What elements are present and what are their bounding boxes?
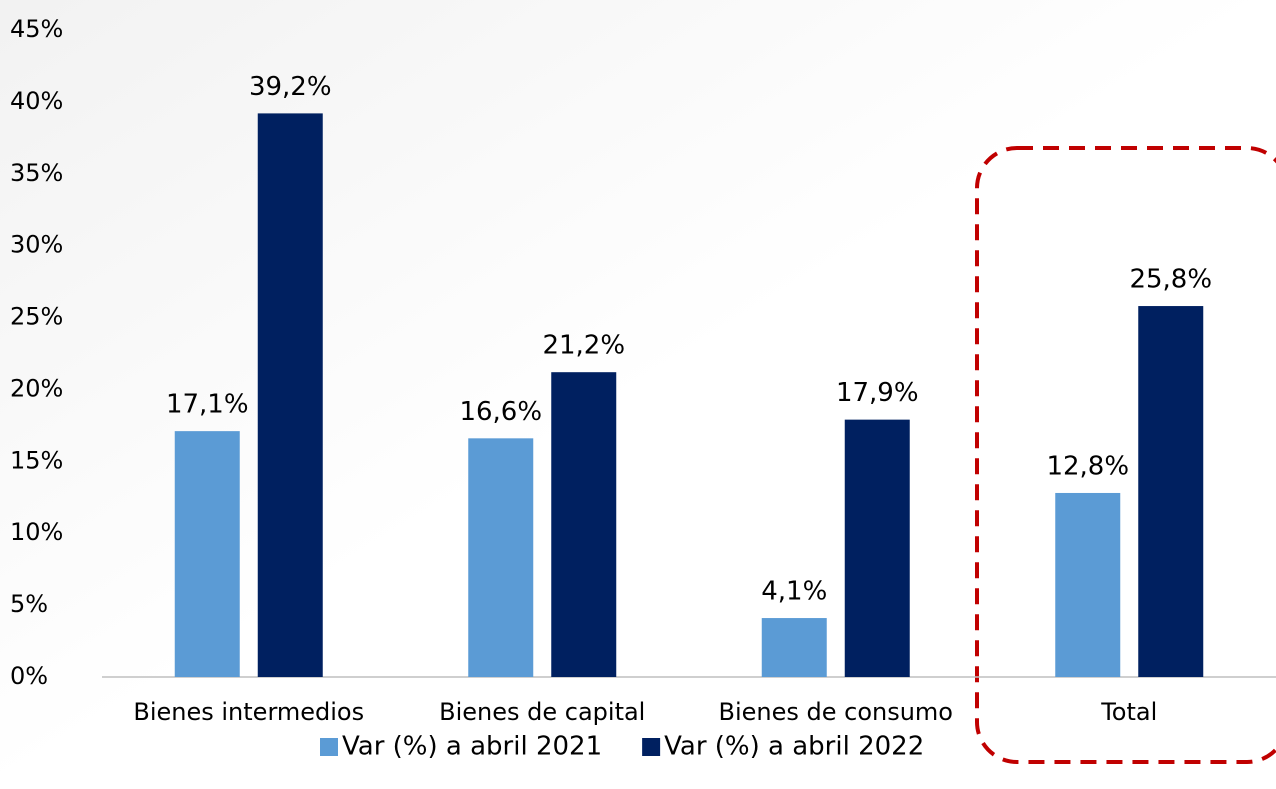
bar <box>257 113 323 677</box>
y-tick-label: 30% <box>10 231 63 259</box>
legend-swatch <box>642 738 661 756</box>
bar <box>844 419 910 677</box>
legend-label: Var (%) a abril 2021 <box>342 732 602 762</box>
y-tick-label: 15% <box>10 446 63 474</box>
legend-swatch <box>320 738 338 756</box>
y-tick-label: 25% <box>10 303 63 331</box>
data-label: 39,2% <box>249 72 332 102</box>
y-tick-label: 45% <box>10 15 63 43</box>
y-tick-label: 5% <box>10 590 48 618</box>
data-label: 16,6% <box>459 397 542 427</box>
data-label: 4,1% <box>761 577 827 607</box>
bar <box>174 431 240 677</box>
y-tick-label: 10% <box>10 518 63 546</box>
legend-label: Var (%) a abril 2022 <box>664 732 924 762</box>
bar <box>1138 306 1204 677</box>
x-tick-label: Total <box>1100 698 1157 726</box>
data-label: 21,2% <box>542 331 625 361</box>
x-tick-label: Bienes intermedios <box>133 698 364 726</box>
y-tick-label: 20% <box>10 374 63 402</box>
bar <box>468 438 534 677</box>
bar <box>551 372 617 677</box>
data-label: 17,1% <box>166 390 249 420</box>
data-label: 12,8% <box>1046 451 1129 481</box>
highlight-box <box>975 146 1276 764</box>
y-tick-label: 40% <box>10 87 63 115</box>
x-tick-label: Bienes de capital <box>439 698 645 726</box>
y-tick-label: 35% <box>10 159 63 187</box>
x-tick-label: Bienes de consumo <box>718 698 953 726</box>
data-label: 25,8% <box>1129 265 1212 295</box>
data-label: 17,9% <box>836 378 919 408</box>
bar <box>761 618 827 677</box>
bar <box>1055 492 1121 677</box>
y-tick-label: 0% <box>10 662 48 690</box>
